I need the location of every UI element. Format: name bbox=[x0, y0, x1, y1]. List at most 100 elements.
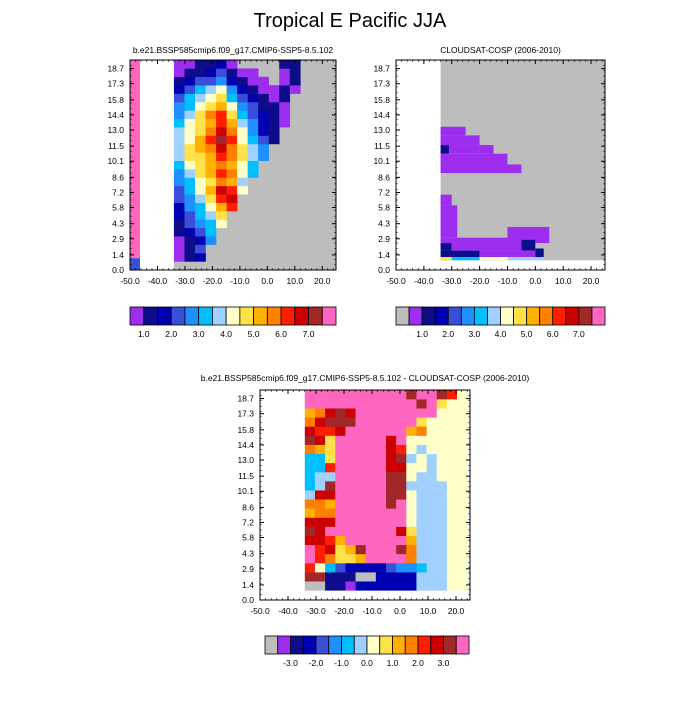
heatmap-cell bbox=[289, 85, 301, 94]
heatmap-cell bbox=[195, 143, 206, 153]
heatmap-cell bbox=[268, 101, 280, 111]
heatmap-cell bbox=[375, 553, 387, 564]
y-tick-label: 2.9 bbox=[378, 234, 390, 244]
heatmap-cell bbox=[205, 160, 217, 170]
x-tick-label: -40.0 bbox=[414, 276, 434, 286]
heatmap-cell bbox=[386, 462, 397, 473]
heatmap-cell bbox=[416, 535, 427, 546]
heatmap-cell bbox=[451, 243, 522, 251]
heatmap-cell bbox=[446, 517, 458, 527]
heatmap-cell bbox=[173, 143, 185, 153]
heatmap-cell bbox=[325, 517, 336, 527]
plot-title: CLOUDSAT-COSP (2006-2010) bbox=[440, 45, 561, 55]
colorbar-swatch bbox=[500, 306, 514, 326]
heatmap-cell bbox=[304, 390, 316, 400]
heatmap-cell bbox=[268, 127, 280, 136]
heatmap-cell bbox=[416, 508, 427, 518]
heatmap-cell bbox=[258, 118, 270, 128]
heatmap-cell bbox=[426, 471, 438, 482]
colorbar-label: 4.0 bbox=[495, 329, 507, 339]
y-tick-label: 0.0 bbox=[378, 265, 390, 275]
heatmap-cell bbox=[304, 408, 316, 418]
heatmap-cell bbox=[416, 526, 427, 536]
heatmap-cell bbox=[335, 471, 346, 482]
heatmap-cell bbox=[335, 481, 346, 491]
heatmap-cell bbox=[396, 471, 407, 482]
heatmap-cell bbox=[355, 572, 366, 582]
heatmap-cell bbox=[184, 101, 196, 111]
heatmap-cell bbox=[396, 390, 407, 400]
heatmap-cell bbox=[440, 237, 522, 244]
figure-title: Tropical E Pacific JJA bbox=[253, 10, 447, 32]
heatmap-cell bbox=[205, 202, 217, 212]
heatmap-cell bbox=[247, 160, 259, 170]
heatmap-cell bbox=[426, 517, 438, 527]
colorbar-label: 3.0 bbox=[193, 329, 205, 339]
heatmap-cell bbox=[416, 390, 427, 400]
heatmap-cell bbox=[355, 499, 366, 509]
heatmap-cell bbox=[396, 572, 407, 582]
heatmap-cell bbox=[345, 417, 356, 427]
heatmap-cell bbox=[446, 499, 458, 509]
heatmap-cell bbox=[355, 399, 366, 409]
heatmap-cell bbox=[304, 572, 316, 582]
heatmap-cell bbox=[396, 562, 407, 573]
colorbar-swatch bbox=[341, 635, 355, 655]
y-tick-label: 0.0 bbox=[112, 265, 124, 275]
y-tick-label: 8.6 bbox=[112, 172, 124, 182]
heatmap-cell bbox=[365, 462, 377, 473]
heatmap-cell bbox=[448, 145, 494, 154]
heatmap-cell bbox=[355, 426, 366, 436]
heatmap-cell bbox=[457, 490, 468, 500]
heatmap-cell bbox=[365, 581, 377, 591]
x-tick-label: 0.0 bbox=[261, 276, 273, 286]
heatmap-cell bbox=[314, 390, 326, 400]
heatmap-cell bbox=[335, 462, 346, 473]
heatmap-cell bbox=[173, 160, 185, 170]
heatmap-cell bbox=[436, 435, 448, 445]
heatmap-cell bbox=[325, 572, 336, 582]
heatmap-cell bbox=[440, 135, 480, 146]
heatmap-cell bbox=[345, 544, 356, 555]
heatmap-cell bbox=[184, 118, 196, 128]
heatmap-cell bbox=[173, 93, 185, 103]
heatmap-cell bbox=[416, 462, 427, 473]
heatmap-cell bbox=[426, 390, 438, 400]
heatmap-cell bbox=[226, 194, 238, 203]
heatmap-cell bbox=[314, 426, 326, 436]
heatmap-cell bbox=[406, 535, 417, 546]
heatmap-cell bbox=[386, 408, 397, 418]
heatmap-cell bbox=[345, 562, 356, 573]
heatmap-cell bbox=[195, 177, 206, 187]
colorbar-swatch bbox=[430, 635, 444, 655]
heatmap-cell bbox=[304, 544, 316, 555]
heatmap-cell bbox=[436, 481, 448, 491]
heatmap-cell bbox=[440, 243, 452, 251]
heatmap-cell bbox=[416, 581, 427, 591]
heatmap-cell bbox=[440, 145, 449, 154]
missing-region bbox=[396, 60, 441, 270]
heatmap-cell bbox=[416, 481, 427, 491]
heatmap-cell bbox=[355, 517, 366, 527]
heatmap-cell bbox=[314, 471, 326, 482]
heatmap-cell bbox=[184, 127, 196, 136]
heatmap-cell bbox=[446, 544, 458, 555]
x-tick-label: -20.0 bbox=[334, 606, 354, 616]
heatmap-cell bbox=[304, 535, 316, 546]
y-tick-label: 13.0 bbox=[107, 125, 124, 135]
heatmap-cell bbox=[406, 553, 417, 564]
heatmap-cell bbox=[365, 399, 377, 409]
heatmap-cell bbox=[436, 499, 448, 509]
heatmap-cell bbox=[406, 453, 417, 464]
y-tick-label: 8.6 bbox=[242, 502, 254, 512]
heatmap-cell bbox=[247, 169, 259, 178]
heatmap-cell bbox=[365, 481, 377, 491]
x-tick-label: 20.0 bbox=[583, 276, 600, 286]
heatmap-cell bbox=[416, 471, 427, 482]
heatmap-cell bbox=[355, 481, 366, 491]
heatmap-cell bbox=[396, 399, 407, 409]
heatmap-cell bbox=[216, 76, 227, 86]
heatmap-cell bbox=[335, 572, 346, 582]
heatmap-cell bbox=[216, 127, 227, 136]
heatmap-cell bbox=[396, 453, 407, 464]
